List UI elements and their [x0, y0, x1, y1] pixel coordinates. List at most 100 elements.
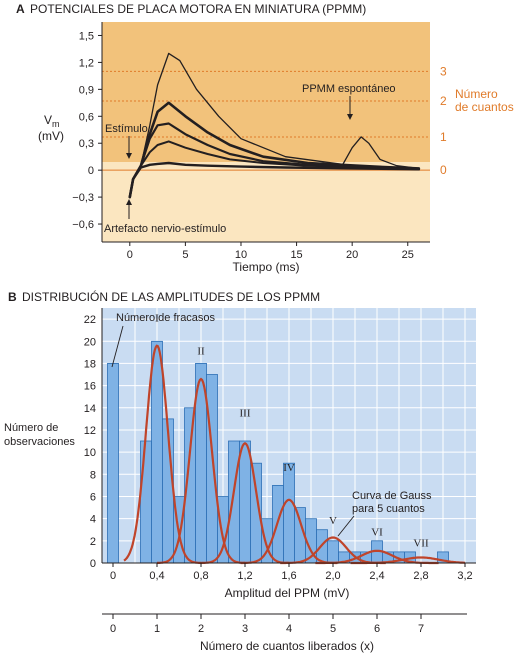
- panel-b-xlabel2: Número de cuantos liberados (x): [200, 639, 374, 653]
- panel-b-secondary-ticks: 0 1 2 3 4 5 6 7: [110, 614, 424, 635]
- y-tick-label: −0,3: [72, 192, 94, 204]
- mepp-trace: [128, 161, 421, 199]
- estimulo-label: Estímulo: [105, 123, 148, 135]
- histogram-bar: [151, 340, 163, 564]
- panel-b-ylabel-1: Número de: [4, 422, 58, 434]
- panel-a-quantal-levels: [102, 70, 430, 171]
- y-tick-label: 20: [84, 336, 96, 348]
- y-tick-label: 16: [84, 381, 96, 393]
- panel-b-xlabel: Amplitud del PPM (mV): [225, 586, 350, 600]
- y-tick-label: 6: [90, 491, 96, 503]
- x2-tick-label: 2: [198, 623, 204, 635]
- quanta-title-1: Número: [455, 87, 498, 101]
- x2-tick-label: 0: [110, 623, 116, 635]
- panel-a-y-ticks: 1,5 1,2 0,9 0,6 0,3 0 −0,3 −0,6: [72, 30, 102, 231]
- y-tick-label: 0,9: [79, 84, 94, 96]
- x-tick-label: 3,2: [457, 570, 472, 582]
- y-tick-label: 2: [90, 536, 96, 548]
- panel-a-title: POTENCIALES DE PLACA MOTORA EN MINIATURA…: [30, 2, 366, 16]
- gauss-curve: [123, 344, 201, 564]
- x2-tick-label: 5: [330, 623, 336, 635]
- x-tick-label: 0: [127, 249, 133, 261]
- histogram-bar: [107, 362, 119, 564]
- quantum-roman-label: VI: [371, 526, 383, 538]
- y-tick-label: 1,2: [79, 57, 94, 69]
- panel-a-ylabel-unit: (mV): [38, 129, 64, 143]
- quanta-level-label: 0: [440, 163, 447, 177]
- y-tick-label: 1,5: [79, 30, 94, 42]
- gauss-label-1: Curva de Gauss: [352, 490, 432, 502]
- panel-a-traces: [128, 52, 421, 199]
- fracasos-label: Número de fracasos: [116, 312, 216, 324]
- panel-a-plot-bottom: [102, 162, 430, 242]
- histogram-bar: [327, 540, 339, 564]
- y-tick-label: 8: [90, 469, 96, 481]
- mepp-trace: [128, 140, 420, 199]
- panel-a-letter: A: [16, 2, 25, 16]
- quanta-level-label: 3: [440, 64, 447, 78]
- espontaneo-label: PPMM espontáneo: [302, 83, 396, 95]
- y-tick-label: 12: [84, 425, 96, 437]
- panel-b-ylabel-2: observaciones: [4, 436, 75, 448]
- gauss-pointer: [337, 515, 355, 537]
- quantum-roman-label: II: [197, 346, 205, 358]
- histogram-bar: [206, 374, 218, 564]
- x-tick-label: 10: [235, 249, 247, 261]
- x-tick-label: 0,8: [193, 570, 208, 582]
- x-tick-label: 15: [290, 249, 302, 261]
- x-tick-label: 1,2: [237, 570, 252, 582]
- espontaneo-arrowhead: [347, 114, 353, 120]
- y-tick-label: 18: [84, 358, 96, 370]
- x2-tick-label: 6: [374, 623, 380, 635]
- x-tick-label: 2,8: [413, 570, 428, 582]
- quanta-level-label: 1: [440, 130, 447, 144]
- y-tick-label: 0: [88, 165, 94, 177]
- x-tick-label: 25: [402, 249, 414, 261]
- quantum-roman-label: III: [240, 408, 251, 420]
- x-tick-label: 0: [110, 570, 116, 582]
- gauss-curve: [157, 377, 245, 564]
- artefacto-label: Artefacto nervio-estímulo: [104, 223, 226, 235]
- x-tick-label: 0,4: [149, 570, 164, 582]
- quantum-roman-label: VII: [413, 537, 429, 549]
- panel-a-ylabel: Vm: [44, 113, 60, 129]
- panel-a-xlabel: Tiempo (ms): [233, 260, 300, 274]
- y-tick-label: 0,3: [79, 138, 94, 150]
- y-tick-label: 4: [90, 514, 96, 526]
- quantum-roman-label: V: [329, 515, 337, 527]
- x2-tick-label: 1: [154, 623, 160, 635]
- ylabel-v: V: [44, 113, 52, 127]
- panel-b-x-ticks: 0 0,4 0,8 1,2 1,6 2,0 2,4 2,8 3,2: [110, 563, 473, 582]
- estimulo-arrowhead: [126, 153, 132, 159]
- quantum-roman-label: I: [155, 312, 159, 324]
- panel-b-title: DISTRIBUCIÓN DE LAS AMPLITUDES DE LOS PP…: [22, 289, 320, 304]
- quanta-title-2: de cuantos: [455, 100, 514, 114]
- ylabel-sub: m: [52, 119, 60, 129]
- gauss-curve: [200, 442, 290, 565]
- fracasos-pointer: [111, 325, 124, 368]
- y-tick-label: 0: [90, 558, 96, 570]
- y-tick-label: 0,6: [79, 111, 94, 123]
- mepp-trace: [318, 136, 420, 170]
- quantum-roman-label: IV: [283, 462, 295, 474]
- x-tick-label: 2,0: [325, 570, 340, 582]
- panel-b-letter: B: [8, 290, 17, 304]
- y-tick-label: −0,6: [72, 219, 94, 231]
- histogram-bar: [239, 440, 251, 564]
- x-tick-label: 2,4: [369, 570, 384, 582]
- x2-tick-label: 7: [418, 623, 424, 635]
- x-tick-label: 20: [346, 249, 358, 261]
- gauss-curve: [240, 498, 338, 565]
- artefacto-arrowhead: [126, 199, 132, 205]
- histogram-bar: [228, 440, 240, 564]
- histogram-bar: [140, 440, 152, 564]
- x2-tick-label: 3: [242, 623, 248, 635]
- gauss-label-2: para 5 cuantos: [352, 503, 425, 515]
- x-tick-label: 5: [182, 249, 188, 261]
- panel-a-x-ticks: 0 5 10 15 20 25: [127, 242, 414, 261]
- y-tick-label: 10: [84, 447, 96, 459]
- y-tick-label: 14: [84, 403, 96, 415]
